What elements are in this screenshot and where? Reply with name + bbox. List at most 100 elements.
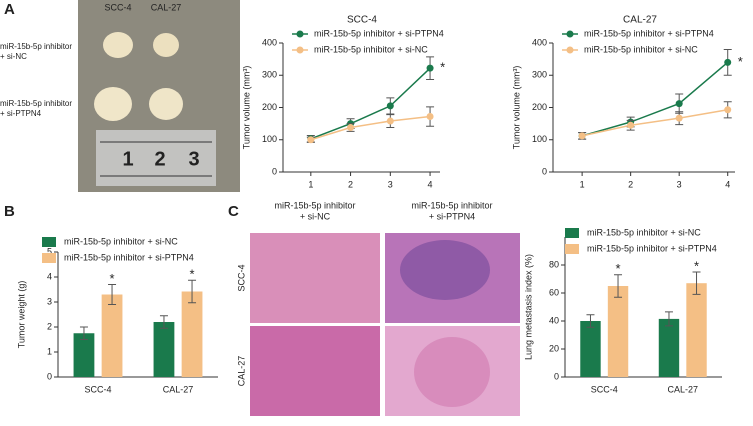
significance-mark: * [190, 267, 195, 282]
panel-letter: B [4, 203, 15, 220]
bar [686, 283, 707, 377]
series-line [310, 67, 431, 140]
y-tick-label: 3 [47, 296, 52, 306]
ruler-number: 2 [154, 148, 165, 170]
axis-line [282, 43, 440, 173]
point [426, 113, 434, 121]
y-tick-label: 300 [532, 70, 547, 80]
ruler-number: 1 [122, 148, 133, 170]
histology-column-label: miR-15b-5p inhibitor [411, 200, 492, 210]
histology-row-label: SCC-4 [236, 264, 246, 291]
bar [153, 322, 175, 377]
legend-label: miR-15b-5p inhibitor + si-NC [587, 227, 701, 237]
photo-column-label: CAL-27 [151, 2, 182, 12]
significance-mark: * [615, 261, 620, 276]
point [675, 114, 683, 122]
bar [73, 333, 95, 377]
y-tick-label: 0 [47, 371, 52, 381]
legend-marker [296, 30, 304, 38]
significance-mark: * [738, 54, 743, 69]
panel-letter: A [4, 1, 15, 18]
histology-images [250, 233, 520, 416]
photo-row-label: + si-PTPN4 [0, 109, 42, 118]
series-line [581, 61, 729, 137]
x-tick-label: 1 [580, 179, 585, 189]
error-bar [188, 279, 197, 304]
photo-row-label: miR-15b-5p inhibitor [0, 99, 72, 108]
x-tick-label: 2 [348, 179, 353, 189]
point [578, 132, 586, 140]
histology-column-label: miR-15b-5p inhibitor [274, 200, 355, 210]
x-tick-label: 3 [677, 179, 682, 189]
legend-swatch [42, 237, 56, 247]
y-tick-label: 60 [549, 287, 559, 297]
y-tick-label: 200 [262, 102, 277, 112]
error-bar [586, 314, 595, 328]
significance-mark: * [694, 258, 699, 273]
y-tick-label: 400 [532, 37, 547, 47]
error-bar [664, 311, 673, 327]
x-tick-label: 3 [388, 179, 393, 189]
y-axis-label: Tumor weight (g) [16, 281, 26, 349]
y-tick-label: 5 [47, 246, 52, 256]
y-axis-label: Tumor volume (mm³) [511, 66, 521, 150]
point [347, 123, 355, 131]
y-axis-label: Tumor volume (mm³) [241, 66, 251, 150]
bar [658, 318, 680, 377]
y-tick-label: 40 [549, 315, 559, 325]
photo-row-label: + si-NC [0, 52, 27, 61]
x-tick-label: SCC-4 [84, 384, 111, 394]
legend-label: miR-15b-5p inhibitor + si-PTPN4 [64, 252, 194, 262]
x-tick-label: SCC-4 [591, 384, 618, 394]
ruler-number: 3 [188, 148, 199, 170]
point [724, 58, 732, 66]
point [307, 136, 315, 144]
legend-label: miR-15b-5p inhibitor + si-PTPN4 [587, 243, 717, 253]
y-tick-label: 200 [532, 102, 547, 112]
error-bar [159, 315, 168, 329]
point [386, 102, 394, 110]
legend-marker [566, 46, 574, 54]
significance-mark: * [440, 60, 445, 75]
legend-swatch [565, 228, 579, 238]
x-tick-label: 4 [428, 179, 433, 189]
x-tick-label: 1 [308, 179, 313, 189]
legend-label: miR-15b-5p inhibitor + si-NC [314, 44, 428, 54]
y-axis-label: Lung metastasis index (%) [523, 254, 533, 360]
tumor-photo [78, 0, 240, 192]
histology-row-label: CAL-27 [236, 356, 246, 387]
bar [101, 294, 123, 377]
photo-column-label: SCC-4 [104, 2, 131, 12]
y-tick-label: 80 [549, 259, 559, 269]
bar [580, 321, 601, 377]
legend-label: miR-15b-5p inhibitor + si-PTPN4 [314, 28, 444, 38]
y-tick-label: 0 [554, 371, 559, 381]
y-tick-label: 1 [47, 346, 52, 356]
error-bar [692, 271, 701, 295]
chart-title: CAL-27 [623, 15, 657, 26]
y-tick-label: 100 [532, 134, 547, 144]
series-line [581, 109, 728, 137]
y-tick-label: 100 [262, 134, 277, 144]
bar [181, 291, 203, 377]
point [386, 117, 394, 125]
point [426, 64, 434, 72]
x-tick-label: CAL-27 [163, 384, 194, 394]
y-tick-label: 0 [542, 166, 547, 176]
legend-label: miR-15b-5p inhibitor + si-NC [584, 44, 698, 54]
bar [607, 286, 629, 377]
point [724, 106, 732, 114]
y-tick-label: 20 [549, 343, 559, 353]
legend-marker [296, 46, 304, 54]
error-bar [614, 274, 623, 298]
point [675, 100, 683, 108]
axis-line [552, 43, 735, 173]
legend-swatch [42, 253, 56, 263]
x-tick-label: CAL-27 [667, 384, 698, 394]
x-tick-label: 4 [725, 179, 730, 189]
legend-swatch [565, 244, 579, 254]
series-line [310, 115, 431, 141]
error-bar [108, 284, 117, 305]
y-tick-label: 2 [47, 321, 52, 331]
